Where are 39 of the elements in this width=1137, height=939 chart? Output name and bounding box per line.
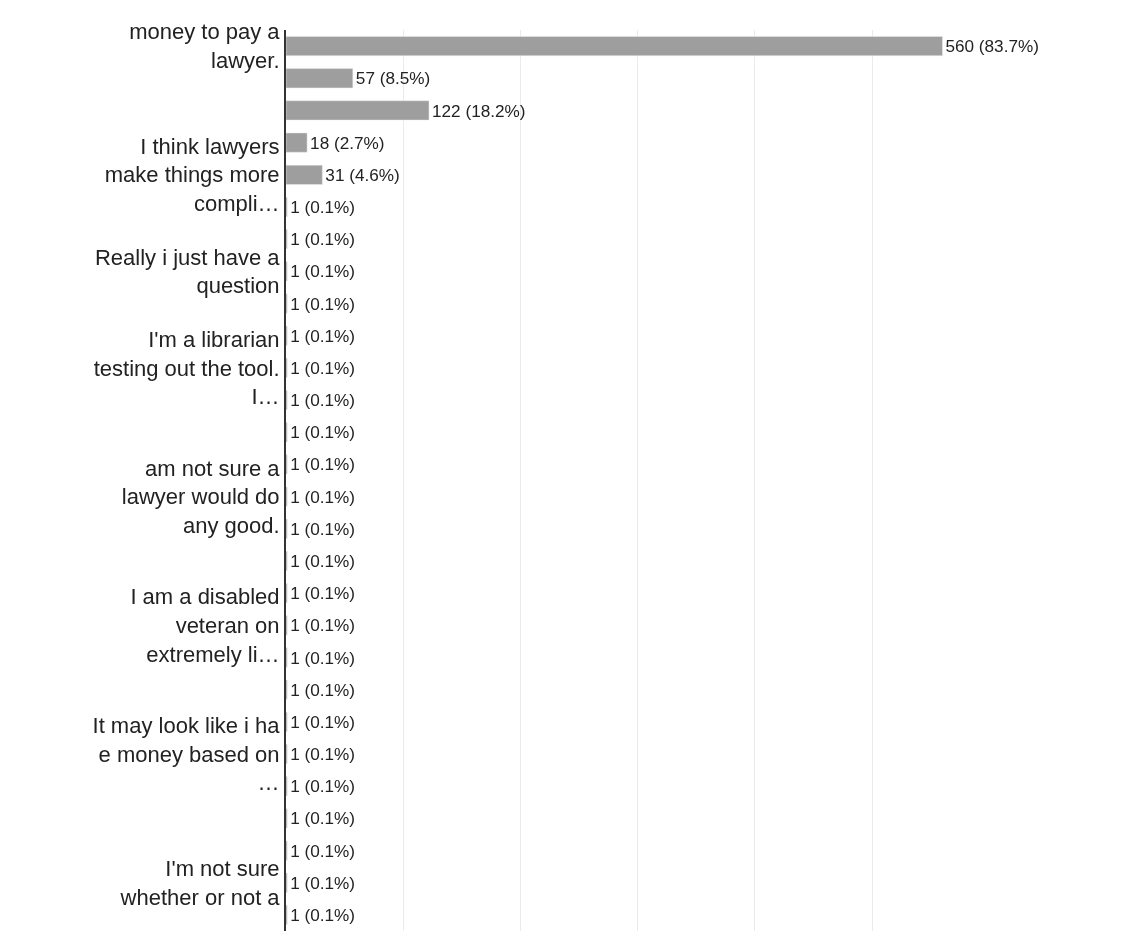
data-label: 1 (0.1%) — [290, 776, 356, 797]
data-label: 1 (0.1%) — [290, 679, 355, 700]
y-tick-label: money to pay a lawyer. — [129, 19, 281, 74]
data-label: 1 (0.1%) — [290, 583, 356, 604]
data-label: 1 (0.1%) — [290, 872, 356, 893]
y-tick-label: I'm not sure whether or not a — [119, 856, 281, 910]
data-label: 1 (0.1%) — [290, 229, 355, 250]
data-label: 1 (0.1%) — [290, 293, 356, 314]
y-tick-label: It may look like i ha e money based on … — [92, 713, 281, 796]
data-label: 1 (0.1%) — [290, 325, 356, 346]
data-label: 122 (18.2%) — [432, 100, 526, 121]
y-tick-label: I'm a librarian testing out the tool. I… — [93, 326, 280, 410]
data-label: 1 (0.1%) — [290, 647, 356, 668]
data-label: 57 (8.5%) — [355, 68, 431, 89]
y-tick-label: Really i just have a question — [94, 244, 281, 299]
bar — [286, 68, 354, 89]
data-label: 1 (0.1%) — [290, 744, 356, 765]
data-label: 1 (0.1%) — [290, 390, 356, 411]
data-label: 1 (0.1%) — [290, 486, 355, 507]
data-label: 1 (0.1%) — [290, 551, 356, 572]
bar — [286, 132, 308, 153]
y-tick-label: I think lawyers make things more compli… — [104, 133, 280, 217]
data-label: 18 (2.7%) — [310, 132, 385, 153]
data-label: 1 (0.1%) — [290, 197, 356, 218]
data-label: 1 (0.1%) — [290, 261, 355, 282]
data-label: 1 (0.1%) — [290, 840, 356, 861]
data-label: 560 (83.7%) — [945, 36, 1039, 57]
data-label: 1 (0.1%) — [290, 808, 356, 829]
data-label: 1 (0.1%) — [290, 454, 355, 475]
data-label: 1 (0.1%) — [290, 904, 355, 925]
bar — [286, 164, 323, 185]
data-label: 1 (0.1%) — [290, 615, 356, 636]
data-label: 1 (0.1%) — [290, 518, 356, 539]
data-label: 1 (0.1%) — [290, 422, 356, 443]
y-tick-label: am not sure a lawyer would do any good. — [121, 455, 281, 538]
data-label: 31 (4.6%) — [325, 164, 400, 185]
data-label: 1 (0.1%) — [290, 357, 356, 378]
y-tick-label: I am a disabled veteran on extremely li… — [130, 584, 280, 667]
data-label: 1 (0.1%) — [290, 711, 355, 732]
